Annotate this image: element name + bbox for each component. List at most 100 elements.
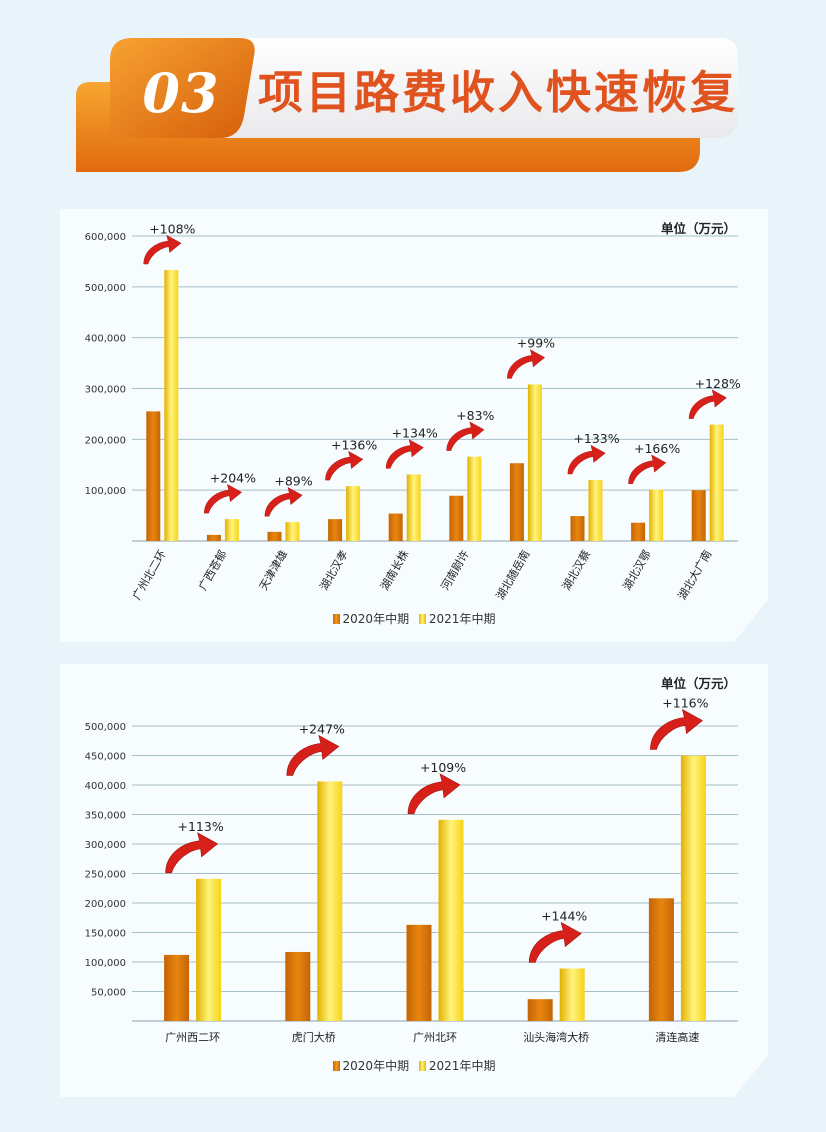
bar-2020 [388,513,403,541]
growth-arrow-icon [507,349,546,379]
bar-2021 [438,819,464,1021]
bar-2021 [164,270,179,541]
bar-2020 [285,951,311,1021]
bar-chart-1: 100,000 200,000 300,000 400,000 500,000 600,0… [60,209,768,642]
legend-item-2020: 2020年中期 [332,1057,410,1074]
bar-2021 [285,522,300,541]
bar-2020 [328,519,343,541]
bar-2020 [631,522,646,541]
growth-label: +144% [541,908,587,923]
unit-label: 单位（万元） [660,221,736,236]
growth-label: +128% [695,376,741,391]
growth-arrow-icon [286,734,340,776]
section-header: 03 项目路费收入快速恢复 [0,0,826,200]
bar-2021 [346,486,361,541]
growth-label: +99% [517,336,555,351]
bar-2020 [146,411,161,541]
growth-label: +83% [456,408,494,423]
y-tick-label: 100,000 [85,958,126,969]
growth-arrow-icon [264,486,303,517]
legend-swatch-2021 [418,1061,426,1071]
bar-chart-2: 50,000 100,000 150,000 200,000 250,000 300,00… [60,664,768,1097]
growth-label: +116% [662,696,708,711]
y-tick-label: 50,000 [91,988,126,999]
bar-2021 [224,519,239,541]
legend-label-2021: 2021年中期 [428,612,496,626]
bar-2020 [527,999,553,1021]
x-tick-label: 广州北环 [413,1031,457,1044]
bar-2020 [206,534,221,541]
y-tick-label: 450,000 [85,752,126,763]
legend: 2020年中期 2021年中期 [60,1057,768,1074]
growth-label: +247% [299,721,345,736]
growth-arrow-icon [567,444,606,475]
bar-2021 [559,968,585,1021]
y-tick-label: 200,000 [85,899,126,910]
bar-2020 [648,898,674,1021]
x-tick-label: 汕头海湾大桥 [523,1030,589,1044]
legend: 2020年中期 2021年中期 [60,610,768,627]
growth-arrow-icon [143,234,182,265]
bar-2020 [164,954,190,1021]
y-tick-label: 100,000 [85,486,126,497]
growth-arrow-icon [204,483,243,514]
x-tick-label: 清连高速 [655,1030,699,1044]
header-banner-graphic [76,38,738,172]
bar-2021 [709,424,724,541]
section-number: 03 [142,61,220,125]
growth-arrow-icon [446,421,485,451]
y-tick-label: 300,000 [85,385,126,396]
growth-label: +108% [149,221,195,236]
bar-2020 [691,490,706,541]
legend-swatch-2020 [332,614,340,624]
bar-2021 [196,878,222,1021]
legend-item-2020: 2020年中期 [332,610,409,627]
bar-2020 [509,463,524,541]
y-tick-label: 350,000 [85,811,126,822]
chart-panel-1: 100,000 200,000 300,000 400,000 500,000 600,0… [60,209,768,642]
x-tick-label: 广州西二环 [165,1031,220,1044]
chart-background [60,664,768,1097]
legend-swatch-2021 [418,614,426,624]
growth-label: +136% [331,437,377,452]
legend-label-2020: 2020年中期 [342,1059,410,1073]
x-tick-label: 虎门大桥 [292,1030,336,1044]
growth-arrow-icon [528,921,582,963]
growth-arrow-icon [407,773,461,815]
growth-arrow-icon [628,454,667,484]
section-title: 项目路费收入快速恢复 [258,66,739,119]
growth-label: +89% [274,473,312,488]
legend-item-2021: 2021年中期 [418,1057,496,1074]
growth-arrow-icon [650,708,703,750]
y-tick-label: 600,000 [85,232,126,243]
bar-2020 [570,516,585,541]
y-tick-label: 150,000 [85,929,126,940]
growth-label: +204% [210,470,256,485]
bar-2020 [449,495,464,541]
y-tick-label: 300,000 [85,840,126,851]
growth-label: +133% [573,431,619,446]
growth-arrow-icon [688,389,727,419]
chart-panel-2: 50,000 100,000 150,000 200,000 250,000 300,00… [60,664,768,1097]
growth-label: +113% [177,819,223,834]
y-tick-label: 400,000 [85,334,126,345]
growth-label: +134% [392,426,438,441]
bar-2021 [467,456,482,541]
unit-label: 单位（万元） [660,676,736,691]
bar-2021 [527,384,542,541]
legend-swatch-2020 [332,1061,340,1071]
bar-2021 [680,755,706,1021]
bar-2021 [588,480,603,541]
y-tick-label: 200,000 [85,435,126,446]
y-tick-label: 500,000 [85,722,126,733]
bar-2021 [406,474,421,541]
growth-arrow-icon [385,439,424,469]
legend-label-2021: 2021年中期 [428,1059,496,1073]
bar-2021 [317,781,343,1021]
growth-arrow-icon [165,832,219,874]
growth-arrow-icon [325,450,364,481]
growth-label: +166% [634,441,680,456]
bar-2021 [649,489,664,541]
growth-label: +109% [420,760,466,775]
legend-item-2021: 2021年中期 [418,610,496,627]
